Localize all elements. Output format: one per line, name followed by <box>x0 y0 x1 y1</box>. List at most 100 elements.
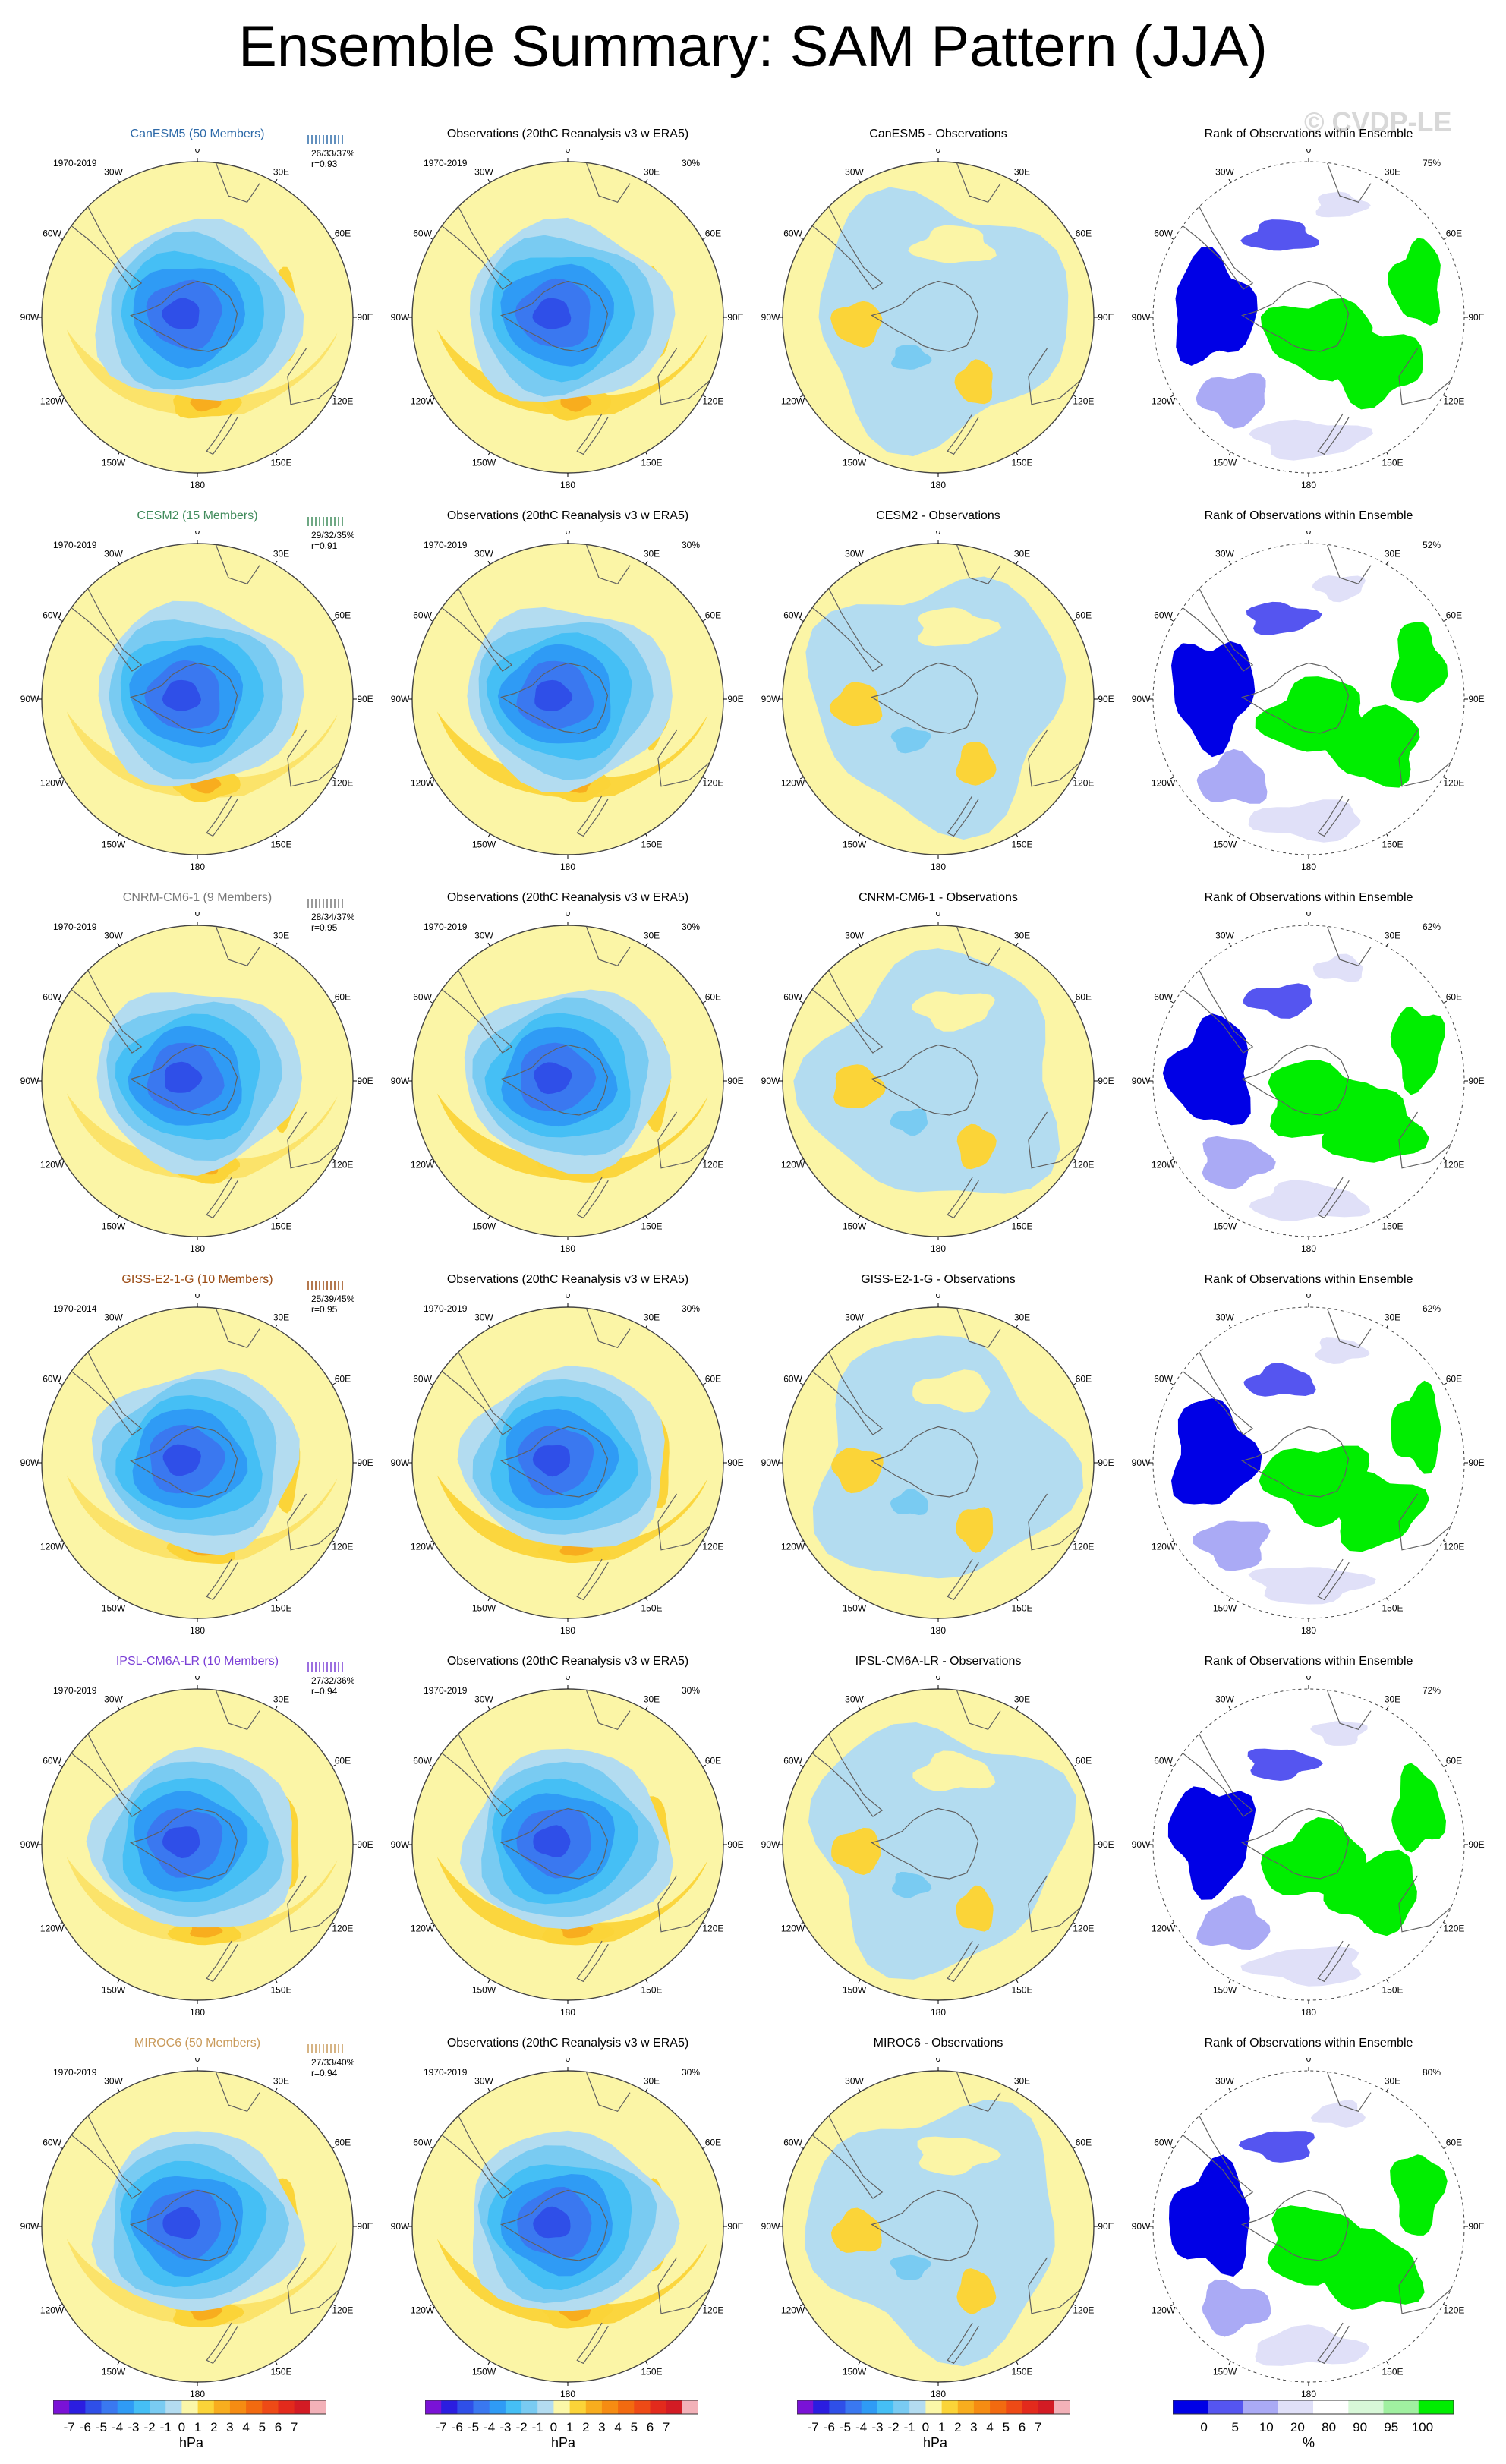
pattern-correlation: r=0.91 <box>311 540 338 551</box>
longitude-label: 120W <box>411 1542 435 1552</box>
longitude-label: 120W <box>781 1924 805 1934</box>
longitude-label: 30W <box>104 549 123 559</box>
longitude-label: 150W <box>472 457 496 468</box>
longitude-label: 120E <box>1443 1542 1464 1552</box>
colorbar-swatch <box>117 2400 134 2414</box>
longitude-label: 150W <box>472 2366 496 2377</box>
longitude-label: 90E <box>727 1457 743 1468</box>
colorbar-swatch <box>1348 2400 1385 2414</box>
longitude-label: 120W <box>781 2305 805 2316</box>
longitude-labels: 0 30E 60E 90E 120E 150E 180 150W 120W 90W 60W 30W <box>391 2058 744 2399</box>
period-label: 1970-2019 <box>424 1685 468 1696</box>
longitude-label: 60E <box>705 2138 721 2148</box>
colorbar-tick-label: 0 <box>178 2420 186 2434</box>
longitude-label: 180 <box>931 1625 946 1636</box>
longitude-label: 150E <box>1011 839 1032 849</box>
longitude-label: 60E <box>335 610 351 621</box>
panel-title: CESM2 (15 Members) <box>137 509 258 522</box>
longitude-label: 30W <box>845 2076 864 2087</box>
panel-rank: Rank of Observations within Ensemble 80% 0… <box>1126 2031 1491 2403</box>
colorbar-tick-label: 2 <box>210 2420 218 2434</box>
polar-map-obs: 0 30E 60E 90E 120E 150E 180 150W 120W 90W 60W 30W <box>391 149 744 490</box>
longitude-label: 30E <box>644 1312 660 1323</box>
longitude-label: 60W <box>783 228 802 239</box>
longitude-label: 60E <box>1446 2138 1462 2148</box>
panel-title: Observations (20thC Reanalysis v3 w ERA5… <box>446 509 689 522</box>
longitude-label: 150W <box>843 1602 867 1613</box>
longitude-label: 60E <box>335 2138 351 2148</box>
longitude-label: 90E <box>357 1457 373 1468</box>
coastlines <box>57 2072 341 2365</box>
pattern-colorbar: -7 -6 -5 -4 -3 -2 -1 0 1 2 3 4 5 6 7 hPa <box>53 2400 326 2453</box>
longitude-label: 180 <box>560 1625 575 1636</box>
longitude-label: 60E <box>705 1374 721 1385</box>
longitude-label: 30E <box>273 2076 289 2087</box>
longitude-label: 120E <box>1073 778 1094 789</box>
colorbar-swatch <box>165 2400 182 2414</box>
longitude-labels: 0 30E 60E 90E 120E 150E 180 150W 120W 90W 60W 30W <box>761 912 1114 1254</box>
longitude-label: 90E <box>1098 1457 1114 1468</box>
panel-obs: Observations (20thC Reanalysis v3 w ERA5… <box>386 121 750 493</box>
longitude-label: 30W <box>104 2076 123 2087</box>
member-ticks <box>307 1281 343 1290</box>
variance-stats: 29/32/35% <box>311 530 355 540</box>
longitude-label: 0 <box>1306 531 1312 537</box>
longitude-label: 150E <box>270 839 291 849</box>
obs-percent: 30% <box>682 540 701 550</box>
colorbar-swatch <box>181 2400 199 2414</box>
longitude-label: 30E <box>1385 1312 1400 1323</box>
polar-map-rank: 0 30E 60E 90E 120E 150E 180 150W 120W 90W 60W 30W <box>1132 531 1485 872</box>
longitude-label: 90E <box>727 312 743 323</box>
longitude-label: 120E <box>332 1160 353 1171</box>
longitude-label: 30W <box>104 1694 123 1705</box>
longitude-label: 0 <box>936 1676 941 1682</box>
longitude-label: 90E <box>727 1076 743 1086</box>
colorbar-swatch <box>941 2400 959 2414</box>
polar-map-diff: 0 30E 60E 90E 120E 150E 180 150W 120W 90W 60W 30W <box>761 912 1114 1254</box>
colorbar-swatch <box>262 2400 279 2414</box>
longitude-label: 150E <box>1382 457 1403 468</box>
longitude-label: 90W <box>20 1076 39 1086</box>
variance-stats: 25/39/45% <box>311 1293 355 1304</box>
longitude-label: 90E <box>1098 1839 1114 1850</box>
colorbar-tick-label: 5 <box>1002 2420 1010 2434</box>
coastlines <box>798 1308 1082 1601</box>
longitude-label: 60W <box>1154 1374 1173 1385</box>
period-label: 1970-2019 <box>53 540 97 550</box>
colorbar-swatch <box>1006 2400 1022 2414</box>
longitude-label: 90E <box>1098 2221 1114 2232</box>
model-stats: 27/33/40% r=0.94 <box>311 2057 354 2078</box>
longitude-label: 60E <box>705 1756 721 1766</box>
colorbar-swatch <box>682 2400 698 2414</box>
variance-stats: 28/34/37% <box>311 912 355 922</box>
longitude-label: 150W <box>843 2366 867 2377</box>
polar-map-obs: 0 30E 60E 90E 120E 150E 180 150W 120W 90W 60W 30W <box>391 912 744 1254</box>
longitude-label: 180 <box>560 2007 575 2018</box>
longitude-label: 60W <box>413 1374 432 1385</box>
colorbar-swatch <box>845 2400 862 2414</box>
longitude-labels: 0 30E 60E 90E 120E 150E 180 150W 120W 90W 60W 30W <box>1132 149 1485 490</box>
longitude-labels: 0 30E 60E 90E 120E 150E 180 150W 120W 90W 60W 30W <box>20 912 373 1254</box>
longitude-label: 0 <box>936 2058 941 2064</box>
longitude-label: 30E <box>273 1312 289 1323</box>
panel-obs: Observations (20thC Reanalysis v3 w ERA5… <box>386 1649 750 2021</box>
colorbar-swatch <box>521 2400 538 2414</box>
polar-map-diff: 0 30E 60E 90E 120E 150E 180 150W 120W 90W 60W 30W <box>761 1294 1114 1636</box>
longitude-label: 120E <box>702 2305 723 2316</box>
longitude-label: 0 <box>1306 1294 1312 1300</box>
longitude-label: 120E <box>1073 1160 1094 1171</box>
longitude-label: 30W <box>845 1312 864 1323</box>
colorbar-tick-label: -1 <box>903 2420 915 2434</box>
longitude-label: 180 <box>190 2389 205 2399</box>
colorbar-tick-label: -3 <box>499 2420 512 2434</box>
colorbar-swatch <box>1243 2400 1279 2414</box>
colorbar-swatch <box>893 2400 910 2414</box>
polar-map-diff: 0 30E 60E 90E 120E 150E 180 150W 120W 90W 60W 30W <box>761 149 1114 490</box>
longitude-label: 120W <box>40 778 65 789</box>
colorbar-unit: hPa <box>551 2435 576 2450</box>
colorbar-swatch <box>1054 2400 1070 2414</box>
member-ticks <box>307 135 343 144</box>
panel-title: CNRM-CM6-1 - Observations <box>859 891 1018 904</box>
longitude-label: 120E <box>1073 1924 1094 1934</box>
longitude-label: 150W <box>102 2366 126 2377</box>
